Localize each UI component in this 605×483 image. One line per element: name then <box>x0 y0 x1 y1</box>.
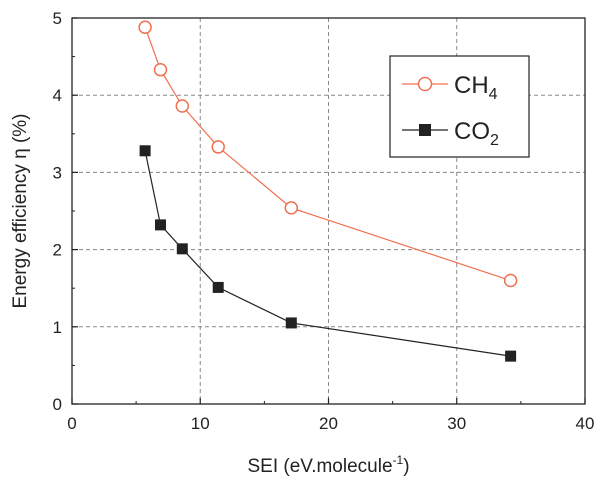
x-axis-title-close: ) <box>403 456 409 477</box>
axis-ticks: 0 10 20 30 40 0 1 2 3 4 5 <box>53 9 595 433</box>
x-axis-title: SEI (eV.molecule-1) <box>247 453 409 477</box>
legend-label: CH4 <box>454 72 498 103</box>
legend-label-subscript: 4 <box>489 86 498 103</box>
y-axis-title: Energy efficiency η (%) <box>10 113 31 308</box>
legend-label: CO2 <box>454 118 499 149</box>
x-tick-label: 10 <box>191 414 210 433</box>
x-tick-label: 30 <box>447 414 466 433</box>
data-point <box>505 350 517 362</box>
data-point <box>212 281 224 293</box>
x-axis-title-main: SEI (eV.molecule <box>247 456 392 477</box>
y-tick-label: 4 <box>53 86 62 105</box>
data-point <box>153 62 168 77</box>
data-point <box>211 140 225 154</box>
y-tick-label: 1 <box>53 318 62 337</box>
data-point <box>176 243 188 255</box>
data-point <box>138 20 152 35</box>
data-point <box>285 317 297 329</box>
data-point <box>139 145 151 157</box>
legend-box <box>389 55 530 158</box>
series-line <box>144 150 511 357</box>
data-point <box>175 99 190 113</box>
legend-entry: CH4 <box>402 72 498 103</box>
series-line <box>144 27 511 282</box>
series-0 <box>138 20 518 288</box>
data-point <box>419 124 431 136</box>
data-point <box>503 273 518 288</box>
legend-label-main: CO <box>454 118 490 145</box>
data-point <box>284 201 299 215</box>
x-tick-label: 20 <box>319 414 338 433</box>
data-point <box>154 219 166 231</box>
y-tick-label: 0 <box>53 395 62 414</box>
y-tick-label: 5 <box>53 9 62 28</box>
series-1 <box>139 145 517 362</box>
y-tick-label: 2 <box>53 241 62 260</box>
series-layer <box>138 20 518 362</box>
x-axis-title-superscript: -1 <box>393 453 404 467</box>
legend-label-subscript: 2 <box>490 132 499 149</box>
legend-label-main: CH <box>454 72 489 99</box>
x-tick-label: 0 <box>67 414 76 433</box>
data-point <box>417 76 433 92</box>
legend-entry: CO2 <box>402 118 499 149</box>
y-tick-label: 3 <box>53 163 62 182</box>
x-tick-label: 40 <box>576 414 595 433</box>
legend: CH4 CO2 <box>389 55 530 158</box>
